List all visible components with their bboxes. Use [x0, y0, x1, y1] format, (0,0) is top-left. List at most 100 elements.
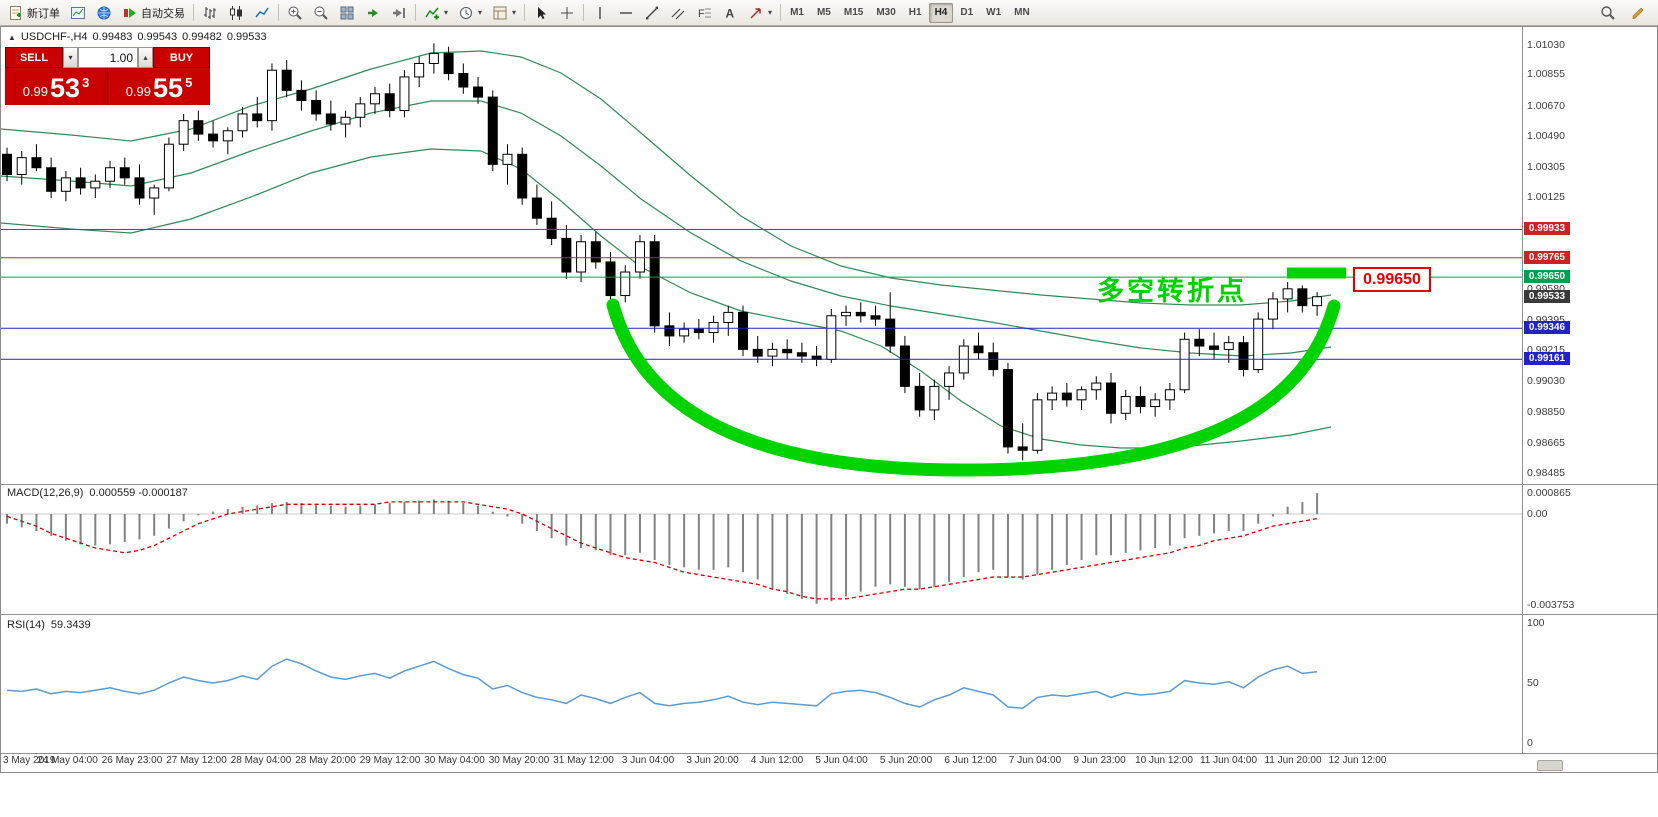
candle — [473, 86, 484, 98]
auto-trading-button[interactable]: 自动交易 — [117, 2, 190, 24]
candle — [561, 237, 572, 273]
panel-separator[interactable] — [1, 614, 1657, 615]
dropdown-icon: ▾ — [444, 8, 449, 17]
price-axis-label: 1.00125 — [1527, 191, 1565, 204]
candle — [767, 348, 778, 357]
ohlc-open: 0.99483 — [92, 31, 133, 43]
time-axis-label: 12 Jun 12:00 — [1328, 755, 1387, 766]
community-button[interactable] — [91, 2, 117, 24]
candle — [1120, 395, 1131, 414]
time-axis-label: 11 Jun 04:00 — [1199, 755, 1258, 766]
panel-separator[interactable] — [1, 753, 1657, 754]
volume-up-button[interactable]: ▴ — [138, 47, 153, 68]
price-tag-0.99533: 0.99533 — [1524, 289, 1570, 303]
candle — [841, 311, 852, 317]
buy-button[interactable]: BUY — [153, 47, 210, 68]
candle — [149, 187, 160, 199]
horizontal-line-button[interactable] — [613, 2, 639, 24]
candle — [502, 153, 513, 165]
timeframe-button-m5[interactable]: M5 — [811, 3, 837, 23]
line-chart-button[interactable] — [249, 2, 275, 24]
search-button[interactable] — [1595, 2, 1621, 24]
candlestick-chart-button[interactable] — [223, 2, 249, 24]
timeframe-group: M1 M5 M15 M30 H1 H4 D1 W1 MN — [784, 2, 1036, 23]
candle — [796, 352, 807, 357]
templates-icon — [493, 6, 507, 19]
panel-separator[interactable] — [1, 484, 1657, 485]
crosshair-button[interactable] — [554, 2, 580, 24]
periods-button[interactable]: ▾ — [453, 2, 487, 24]
arrows-button[interactable]: ▾ — [743, 2, 777, 24]
h-scrollbar-thumb[interactable] — [1537, 760, 1563, 771]
candle — [399, 76, 410, 112]
timeframe-button-m15[interactable]: M15 — [838, 3, 869, 23]
macd-axis-label: -0.003753 — [1527, 599, 1575, 611]
candle — [1047, 392, 1058, 401]
turning-point-arc — [606, 298, 1341, 477]
sell-price-display[interactable]: 0.99 53 3 — [5, 68, 108, 105]
price-axis-label: 1.01030 — [1527, 38, 1565, 51]
auto-scroll-button[interactable] — [360, 2, 386, 24]
timeframe-button-h1[interactable]: H1 — [903, 3, 928, 23]
candle — [46, 167, 57, 192]
fibonacci-button[interactable]: F — [691, 2, 717, 24]
trendline-button[interactable] — [639, 2, 665, 24]
buy-price-display[interactable]: 0.99 55 5 — [108, 68, 210, 105]
zoom-out-icon — [314, 6, 328, 20]
cursor-button[interactable] — [528, 2, 554, 24]
candle — [1238, 342, 1249, 371]
price-callout-box[interactable]: 0.99650 — [1353, 267, 1431, 292]
candle — [855, 311, 866, 317]
candle — [693, 328, 704, 334]
candle — [281, 69, 292, 91]
timeframe-button-m1[interactable]: M1 — [784, 3, 810, 23]
chart-windows-button[interactable] — [65, 2, 91, 24]
horizontal-price-lines[interactable] — [1, 228, 1522, 360]
timeframe-button-m30[interactable]: M30 — [870, 3, 901, 23]
candle — [1032, 399, 1043, 451]
drawn-objects[interactable] — [606, 267, 1346, 477]
vertical-line-button[interactable] — [587, 2, 613, 24]
new-order-button[interactable]: 新订单 — [3, 2, 65, 24]
toolbar-separator — [415, 4, 416, 21]
zoom-in-button[interactable] — [282, 2, 308, 24]
price-axis-label: 1.00670 — [1527, 99, 1565, 112]
candle — [60, 177, 71, 192]
auto-trading-icon — [124, 7, 136, 18]
zoom-in-icon — [288, 6, 302, 20]
chart-shift-icon — [393, 7, 405, 18]
main-price-chart[interactable] — [1, 27, 1522, 484]
search-icon — [1601, 5, 1615, 20]
indicators-button[interactable]: ▾ — [419, 2, 453, 24]
collapse-icon[interactable]: ▲ — [8, 32, 16, 42]
bar-chart-button[interactable] — [197, 2, 223, 24]
chart-shift-button[interactable] — [386, 2, 412, 24]
candle — [620, 271, 631, 297]
volume-dropdown-button[interactable]: ▾ — [63, 47, 78, 68]
timeframe-button-mn[interactable]: MN — [1008, 3, 1036, 23]
candle — [1091, 382, 1102, 391]
channel-button[interactable] — [665, 2, 691, 24]
time-axis-label: 31 May 12:00 — [553, 755, 614, 766]
edit-button[interactable] — [1625, 2, 1651, 24]
price-axis-label: 1.00305 — [1527, 160, 1565, 173]
ohlc-close: 0.99533 — [226, 31, 267, 43]
candle — [531, 197, 542, 219]
candle — [222, 130, 233, 142]
candle — [311, 99, 322, 115]
candle — [1194, 338, 1205, 347]
timeframe-button-d1[interactable]: D1 — [954, 3, 979, 23]
tile-windows-button[interactable] — [334, 2, 360, 24]
annotation-text[interactable]: 多空转折点 — [1097, 276, 1247, 306]
time-axis-label: 28 May 20:00 — [295, 755, 356, 766]
auto-scroll-icon — [368, 8, 378, 17]
templates-button[interactable]: ▾ — [487, 2, 521, 24]
timeframe-button-h4[interactable]: H4 — [928, 2, 954, 23]
timeframe-button-w1[interactable]: W1 — [980, 3, 1007, 23]
sell-button[interactable]: SELL — [5, 47, 63, 68]
candle — [708, 321, 719, 334]
zoom-out-button[interactable] — [308, 2, 334, 24]
rsi-axis-label: 0 — [1527, 737, 1533, 749]
volume-input[interactable] — [78, 47, 138, 68]
text-button[interactable]: A — [717, 2, 743, 24]
